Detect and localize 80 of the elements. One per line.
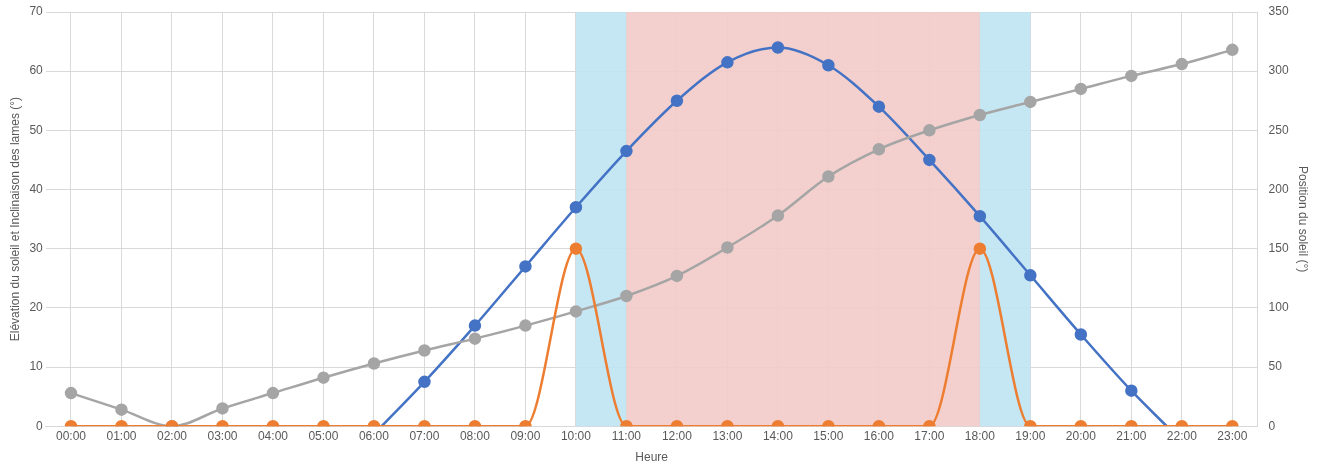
- point: [1175, 57, 1189, 71]
- point: [872, 143, 886, 156]
- y2-tick-label: 350: [1268, 4, 1289, 19]
- x-tick-label: 07:00: [409, 428, 440, 443]
- x-tick-label: 03:00: [207, 428, 238, 443]
- y-tick-label: 20: [29, 300, 44, 315]
- x-tick-label: 18:00: [964, 428, 996, 443]
- point: [771, 41, 785, 54]
- point: [620, 289, 633, 303]
- point: [822, 170, 835, 183]
- x-tick-label: 17:00: [914, 428, 945, 443]
- point: [468, 332, 482, 345]
- x-tick-label: 04:00: [257, 428, 289, 443]
- point: [620, 144, 633, 158]
- point: [721, 56, 734, 69]
- point: [1074, 82, 1088, 96]
- y2-tick-label: 150: [1268, 241, 1289, 255]
- x-tick-label: 12:00: [661, 428, 693, 443]
- x-axis-title: Heure: [635, 450, 669, 465]
- x-tick-label: 20:00: [1065, 428, 1097, 443]
- y2-tick-label: 300: [1268, 63, 1289, 78]
- x-tick-label: 23:00: [1217, 428, 1248, 443]
- point: [569, 305, 583, 318]
- point: [317, 371, 330, 384]
- x-tick-label: 02:00: [156, 428, 188, 443]
- x-tick-label: 01:00: [106, 428, 137, 443]
- point: [367, 357, 381, 370]
- point: [872, 100, 886, 113]
- y2-axis-title: Position du soleil (°): [1296, 166, 1311, 273]
- x-tick-label: 08:00: [459, 428, 491, 443]
- y-tick-label: 30: [29, 241, 44, 255]
- x-tick-label: 05:00: [308, 428, 339, 443]
- point: [721, 241, 734, 254]
- y-tick-label: 0: [36, 418, 44, 433]
- point: [1226, 43, 1239, 57]
- x-tick-label: 11:00: [611, 428, 642, 443]
- x-tick-label: 09:00: [510, 428, 541, 443]
- point: [670, 94, 684, 108]
- x-tick-label: 06:00: [358, 428, 390, 443]
- x-tick-label: 22:00: [1166, 428, 1198, 443]
- point: [64, 386, 78, 400]
- y2-tick-label: 250: [1268, 122, 1289, 137]
- point: [973, 209, 987, 223]
- y2-tick-label: 0: [1268, 418, 1276, 433]
- point: [418, 344, 431, 357]
- point: [923, 153, 936, 167]
- point: [771, 209, 785, 222]
- y-tick-label: 50: [29, 122, 44, 137]
- x-tick-label: 16:00: [863, 428, 895, 443]
- point: [1024, 95, 1037, 109]
- point: [569, 201, 583, 214]
- point: [1024, 269, 1037, 282]
- point: [519, 260, 532, 273]
- point: [1125, 69, 1138, 83]
- y-tick-label: 10: [29, 359, 44, 374]
- x-tick-label: 14:00: [762, 428, 794, 443]
- point: [519, 319, 532, 332]
- point: [569, 242, 583, 255]
- point: [973, 108, 987, 122]
- x-tick-label: 21:00: [1116, 428, 1147, 443]
- x-tick-label: 19:00: [1015, 428, 1046, 443]
- point: [115, 403, 128, 416]
- y2-tick-label: 50: [1268, 359, 1283, 374]
- y2-tick-label: 200: [1268, 181, 1289, 196]
- y-tick-label: 60: [29, 63, 44, 78]
- point: [973, 242, 987, 255]
- x-tick-label: 00:00: [55, 428, 87, 443]
- point: [670, 269, 684, 283]
- x-tick-label: 15:00: [813, 428, 844, 443]
- y-axis-title: Elévation du soleil et Inclinaison des lames (°): [7, 96, 22, 342]
- point: [216, 402, 229, 415]
- point: [822, 59, 835, 72]
- x-tick-label: 10:00: [560, 428, 592, 443]
- point: [923, 124, 936, 137]
- point: [468, 319, 482, 332]
- point: [266, 386, 280, 400]
- y2-tick-label: 100: [1268, 300, 1289, 315]
- y-tick-label: 70: [29, 4, 44, 19]
- x-tick-label: 13:00: [712, 428, 743, 443]
- y-tick-label: 40: [29, 181, 44, 196]
